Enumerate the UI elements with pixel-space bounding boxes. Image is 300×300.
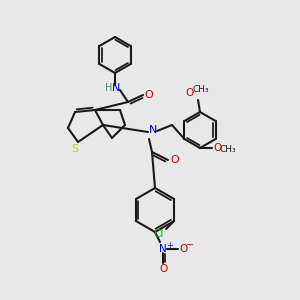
Text: CH₃: CH₃ — [193, 85, 209, 94]
Text: CH₃: CH₃ — [220, 145, 236, 154]
Text: O: O — [180, 244, 188, 254]
Text: S: S — [71, 144, 79, 154]
Text: O: O — [145, 90, 153, 100]
Text: N: N — [159, 244, 167, 254]
Text: H: H — [105, 83, 113, 93]
Text: O: O — [159, 264, 167, 274]
Text: O: O — [214, 143, 222, 153]
Text: O: O — [171, 155, 179, 165]
Text: O: O — [186, 88, 194, 98]
Text: +: + — [167, 241, 173, 250]
Text: N: N — [149, 125, 157, 135]
Text: N: N — [112, 83, 120, 93]
Text: Cl: Cl — [154, 229, 164, 239]
Text: −: − — [186, 240, 194, 250]
